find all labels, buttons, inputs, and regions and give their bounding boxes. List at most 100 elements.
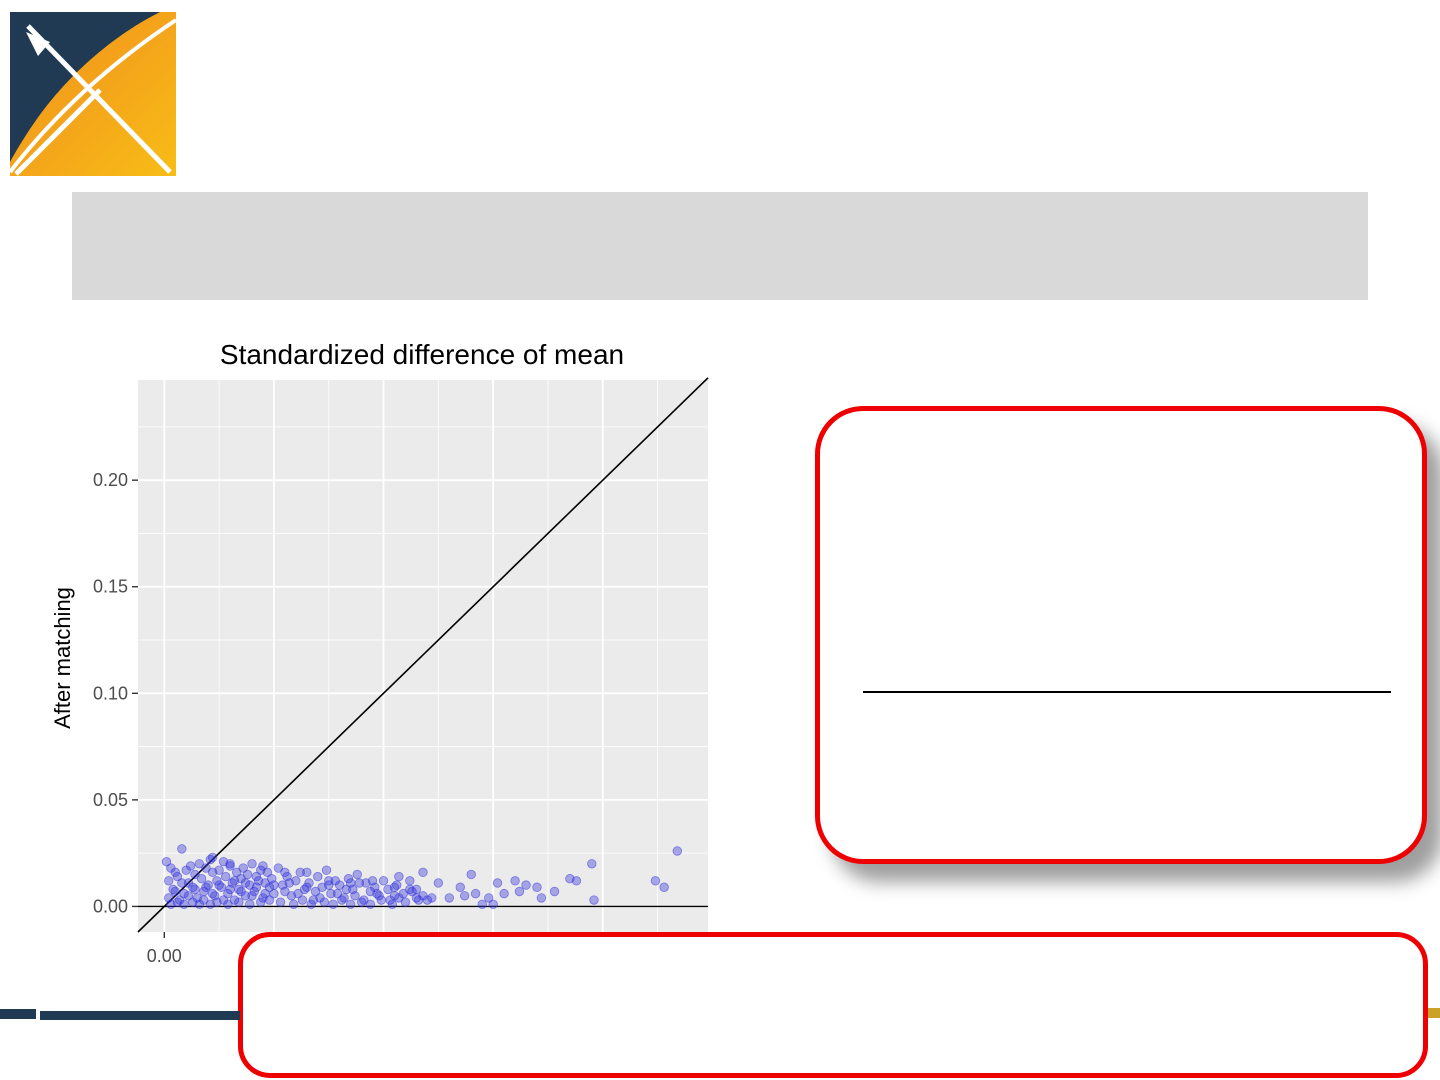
data-point [170,867,180,878]
data-point [455,882,465,892]
footer-accent-right [1428,1008,1440,1018]
data-point [185,861,196,871]
logo-tip [26,32,50,56]
data-point [256,897,266,907]
data-point [352,869,362,880]
data-point [488,899,498,909]
data-point [328,899,338,909]
data-point [231,867,242,878]
data-point [170,886,180,897]
data-point [378,876,389,886]
data-point [459,891,470,901]
data-point [321,865,332,875]
data-point [484,893,494,903]
data-point [258,861,268,871]
title-band [72,192,1368,300]
data-point [337,895,347,905]
data-point [214,880,224,890]
data-point [304,878,314,888]
data-point [405,876,415,886]
data-point [212,876,222,886]
callout-divider [863,691,1391,693]
data-point [359,895,369,905]
data-point [229,876,240,886]
data-point [190,869,200,880]
y-tick-label: 0.20 [93,470,128,490]
data-point [354,878,365,888]
data-point [411,884,422,895]
ohdsi-x-logo-icon [10,12,176,176]
data-point [163,876,174,886]
data-point [284,878,294,888]
data-point [207,888,218,899]
data-point [521,880,531,890]
data-point [650,876,661,886]
data-point [341,884,351,895]
data-point [394,893,404,903]
data-point [302,882,312,892]
data-point [389,882,400,892]
data-points [161,844,683,909]
data-point [297,895,308,905]
data-point [264,882,275,892]
data-point [345,899,356,909]
data-point [249,886,259,897]
data-point [262,867,273,878]
y-tick-label: 0.15 [93,577,128,597]
data-point [306,899,316,909]
data-point [394,871,404,882]
data-point [400,897,411,907]
data-point [444,893,455,903]
data-point [177,878,187,888]
data-point [179,899,189,909]
data-point [247,891,257,901]
data-point [319,897,330,907]
data-point [251,871,262,882]
data-point [225,859,235,869]
data-point [264,895,275,905]
data-point [514,886,525,897]
data-point [201,882,211,892]
data-point [549,886,560,897]
callout-box-top [815,406,1427,864]
data-point [536,893,547,903]
data-point [499,888,509,899]
data-point [190,884,200,895]
data-point [659,882,669,892]
data-point [223,888,233,899]
data-point [387,899,398,909]
data-point [470,888,481,899]
data-point [179,888,189,899]
data-point [492,878,503,888]
data-point [269,880,279,890]
data-point [223,899,233,909]
data-point [234,897,244,907]
data-point [326,888,336,899]
data-point [183,891,194,901]
callout-box-bottom [238,932,1428,1078]
chart-title: Standardized difference of mean [220,339,624,370]
data-point [418,867,428,878]
scatter-chart: Standardized difference of mean 0.00 0.05… [50,339,709,966]
axes: 0.00 0.05 0.10 0.15 0.20 0.00 [93,470,182,966]
footer-bar [40,1011,240,1020]
data-point [310,886,321,897]
data-point [332,888,343,899]
x-tick-label: 0.00 [147,946,182,966]
data-point [273,863,284,873]
data-point [422,895,433,905]
data-point [201,863,211,873]
data-point [242,869,253,880]
footer-accent-left [0,1009,36,1019]
data-point [229,895,240,905]
data-point [194,859,205,869]
data-point [365,899,376,909]
logo-diagonal-b [14,88,102,176]
data-point [367,876,378,886]
data-point [389,891,400,901]
data-point [199,895,209,905]
y-axis-label: After matching [50,587,75,729]
data-point [324,876,334,886]
data-point [220,871,231,882]
data-point [532,882,542,892]
